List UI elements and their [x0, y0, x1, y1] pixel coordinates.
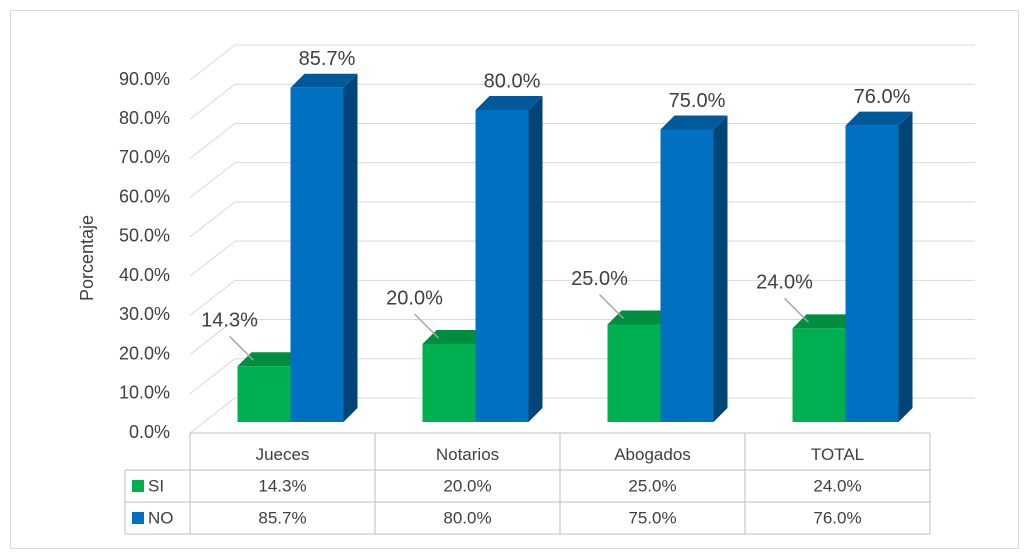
- data-label: 85.7%: [299, 48, 356, 70]
- y-axis-label: Porcentaje: [77, 215, 97, 301]
- table-cell: 14.3%: [258, 476, 306, 495]
- bar: [845, 125, 899, 422]
- bar-top: [422, 330, 490, 344]
- leader-line: [783, 297, 810, 323]
- table-cell: 85.7%: [258, 508, 306, 527]
- data-label: 75.0%: [669, 90, 726, 112]
- y-tick-label: 40.0%: [119, 265, 170, 285]
- grid-line: [189, 397, 975, 434]
- legend-swatch: [132, 512, 144, 524]
- grid-line: [189, 162, 975, 199]
- data-label: 24.0%: [756, 272, 813, 294]
- grid-line: [189, 240, 975, 277]
- x-tick-label: TOTAL: [811, 445, 864, 464]
- bar-side: [713, 115, 728, 422]
- legend-label: NO: [148, 508, 174, 527]
- bar-side: [528, 96, 543, 422]
- bar-top: [607, 310, 675, 325]
- y-tick-label: 10.0%: [119, 383, 170, 403]
- bar: [792, 328, 846, 422]
- bar: [237, 366, 291, 422]
- y-tick-label: 30.0%: [119, 304, 170, 324]
- bar: [290, 87, 344, 423]
- bar-top: [845, 111, 913, 126]
- y-tick-label: 0.0%: [129, 422, 170, 442]
- table-cell: 24.0%: [813, 476, 861, 495]
- data-label: 20.0%: [386, 287, 443, 309]
- bar-side: [898, 111, 913, 422]
- y-tick-label: 60.0%: [119, 186, 170, 206]
- grid-line: [189, 319, 975, 355]
- y-tick-label: 20.0%: [119, 343, 170, 363]
- y-tick-label: 50.0%: [119, 226, 170, 246]
- bar-top: [475, 96, 543, 110]
- bar-top: [237, 352, 305, 367]
- table-cell: 75.0%: [628, 508, 676, 527]
- x-tick-label: Notarios: [436, 445, 499, 464]
- leader-line: [413, 313, 440, 339]
- table-cell: 25.0%: [628, 476, 676, 495]
- grid-line: [189, 122, 975, 159]
- y-tick-label: 90.0%: [119, 69, 170, 89]
- bar: [422, 344, 476, 422]
- table-cell: 76.0%: [813, 508, 861, 527]
- y-tick-label: 80.0%: [119, 108, 170, 128]
- leader-line: [598, 293, 625, 320]
- bar-top: [290, 73, 358, 88]
- bar: [660, 129, 714, 422]
- bar-top: [660, 115, 728, 130]
- bar-side: [343, 73, 358, 423]
- grid-line: [189, 201, 975, 238]
- bar: [475, 110, 529, 422]
- y-tick-label: 70.0%: [119, 147, 170, 167]
- legend-label: SI: [148, 476, 164, 495]
- grid-line: [189, 44, 975, 81]
- x-tick-label: Abogados: [614, 445, 691, 464]
- data-label: 25.0%: [571, 268, 628, 290]
- bar-top: [792, 314, 860, 329]
- grid-line: [189, 83, 975, 120]
- bar: [607, 324, 661, 422]
- data-label: 76.0%: [854, 86, 911, 108]
- table-cell: 80.0%: [443, 508, 491, 527]
- grid-line: [189, 279, 975, 316]
- leader-line: [228, 335, 255, 361]
- grid-line: [189, 358, 975, 395]
- legend-swatch: [132, 480, 144, 492]
- table-cell: 20.0%: [443, 476, 491, 495]
- data-label: 80.0%: [484, 70, 541, 92]
- x-tick-label: Jueces: [256, 445, 310, 464]
- data-label: 14.3%: [201, 310, 258, 332]
